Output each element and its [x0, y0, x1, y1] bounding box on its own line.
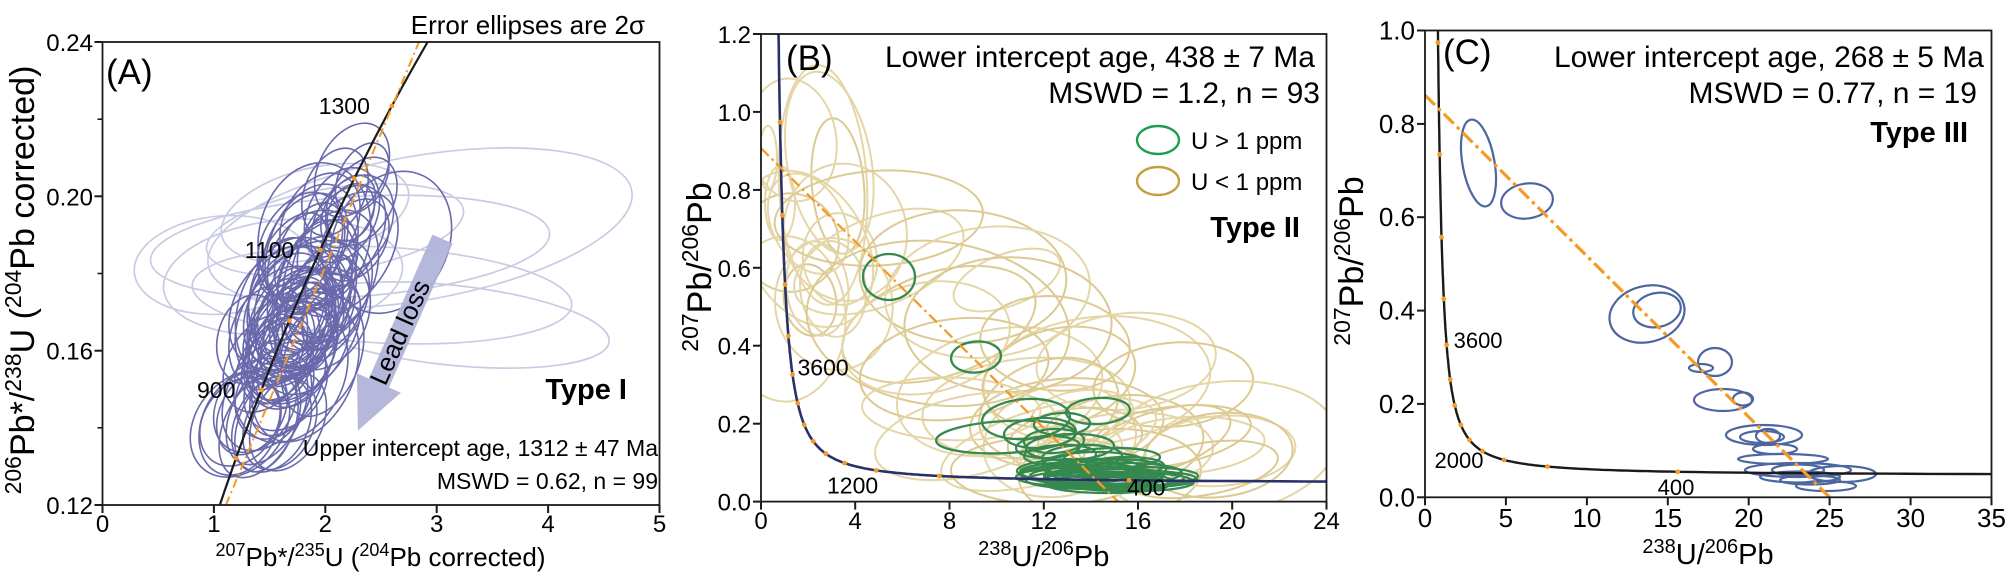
svg-text:0.6: 0.6 [718, 256, 751, 283]
svg-text:30: 30 [1896, 503, 1925, 533]
svg-text:U < 1 ppm: U < 1 ppm [1191, 169, 1302, 196]
svg-text:3600: 3600 [798, 354, 849, 380]
svg-text:0.2: 0.2 [718, 412, 751, 439]
svg-text:0.8: 0.8 [718, 178, 751, 205]
svg-text:0.20: 0.20 [46, 184, 93, 211]
svg-text:0.0: 0.0 [718, 490, 751, 517]
svg-text:0.6: 0.6 [1379, 202, 1415, 232]
svg-text:3: 3 [430, 511, 443, 538]
svg-text:5: 5 [653, 511, 666, 538]
svg-text:12: 12 [1030, 508, 1057, 535]
svg-text:0.8: 0.8 [1379, 109, 1415, 139]
svg-text:0: 0 [1418, 503, 1432, 533]
svg-text:10: 10 [1572, 503, 1601, 533]
svg-text:MSWD = 1.2, n = 93: MSWD = 1.2, n = 93 [1048, 77, 1320, 110]
svg-text:Type I: Type I [545, 374, 627, 406]
svg-text:400: 400 [1658, 475, 1695, 500]
svg-text:5: 5 [1499, 503, 1513, 533]
svg-text:U > 1 ppm: U > 1 ppm [1191, 128, 1302, 155]
svg-text:25: 25 [1815, 503, 1844, 533]
svg-text:207Pb*/235U (204Pb corrected): 207Pb*/235U (204Pb corrected) [215, 540, 545, 572]
svg-text:1300: 1300 [319, 93, 370, 119]
svg-text:8: 8 [943, 508, 956, 535]
svg-text:1200: 1200 [827, 472, 878, 498]
svg-text:1100: 1100 [245, 237, 294, 263]
svg-text:207Pb/206Pb: 207Pb/206Pb [677, 182, 719, 351]
svg-text:(B): (B) [786, 39, 833, 78]
svg-text:0.24: 0.24 [46, 30, 93, 57]
svg-text:35: 35 [1977, 503, 2006, 533]
svg-text:24: 24 [1313, 508, 1340, 535]
svg-text:0.0: 0.0 [1379, 482, 1415, 512]
svg-text:0.4: 0.4 [1379, 296, 1415, 326]
svg-text:(C): (C) [1443, 33, 1492, 72]
svg-text:Lower intercept age, 438 ± 7 M: Lower intercept age, 438 ± 7 Ma [885, 41, 1315, 74]
svg-text:0.16: 0.16 [46, 339, 93, 366]
svg-text:0.4: 0.4 [718, 334, 751, 361]
svg-text:207Pb/206Pb: 207Pb/206Pb [1329, 176, 1371, 345]
svg-text:16: 16 [1125, 508, 1152, 535]
svg-text:MSWD = 0.77, n = 19: MSWD = 0.77, n = 19 [1689, 77, 1977, 110]
svg-text:0.12: 0.12 [46, 493, 93, 520]
svg-text:Upper intercept age, 1312 ± 47: Upper intercept age, 1312 ± 47 Ma [303, 435, 658, 461]
svg-text:900: 900 [197, 377, 235, 403]
svg-text:0: 0 [96, 511, 109, 538]
svg-text:1.0: 1.0 [1379, 16, 1415, 46]
svg-text:MSWD = 0.62, n = 99: MSWD = 0.62, n = 99 [437, 468, 658, 494]
svg-text:2: 2 [319, 511, 332, 538]
svg-text:3600: 3600 [1454, 328, 1503, 353]
svg-text:238U/206Pb: 238U/206Pb [1642, 536, 1773, 571]
svg-text:Lower intercept age, 268 ± 5 M: Lower intercept age, 268 ± 5 Ma [1554, 41, 1984, 74]
svg-text:206Pb*/238U (204Pb corrected): 206Pb*/238U (204Pb corrected) [0, 66, 42, 495]
svg-text:15: 15 [1653, 503, 1682, 533]
svg-text:20: 20 [1734, 503, 1763, 533]
svg-text:1: 1 [207, 511, 220, 538]
svg-text:20: 20 [1219, 508, 1246, 535]
svg-text:0: 0 [754, 508, 767, 535]
svg-text:400: 400 [1127, 474, 1165, 500]
svg-text:4: 4 [541, 511, 554, 538]
svg-text:Type II: Type II [1210, 212, 1300, 244]
svg-text:1.2: 1.2 [718, 22, 751, 49]
svg-text:2000: 2000 [1435, 448, 1484, 473]
svg-text:0.2: 0.2 [1379, 389, 1415, 419]
svg-text:1.0: 1.0 [718, 100, 751, 127]
svg-text:Error ellipses are 2σ: Error ellipses are 2σ [411, 10, 645, 40]
svg-text:Type III: Type III [1870, 117, 1968, 149]
svg-text:4: 4 [849, 508, 862, 535]
svg-text:(A): (A) [106, 53, 153, 92]
svg-text:238U/206Pb: 238U/206Pb [978, 538, 1109, 573]
